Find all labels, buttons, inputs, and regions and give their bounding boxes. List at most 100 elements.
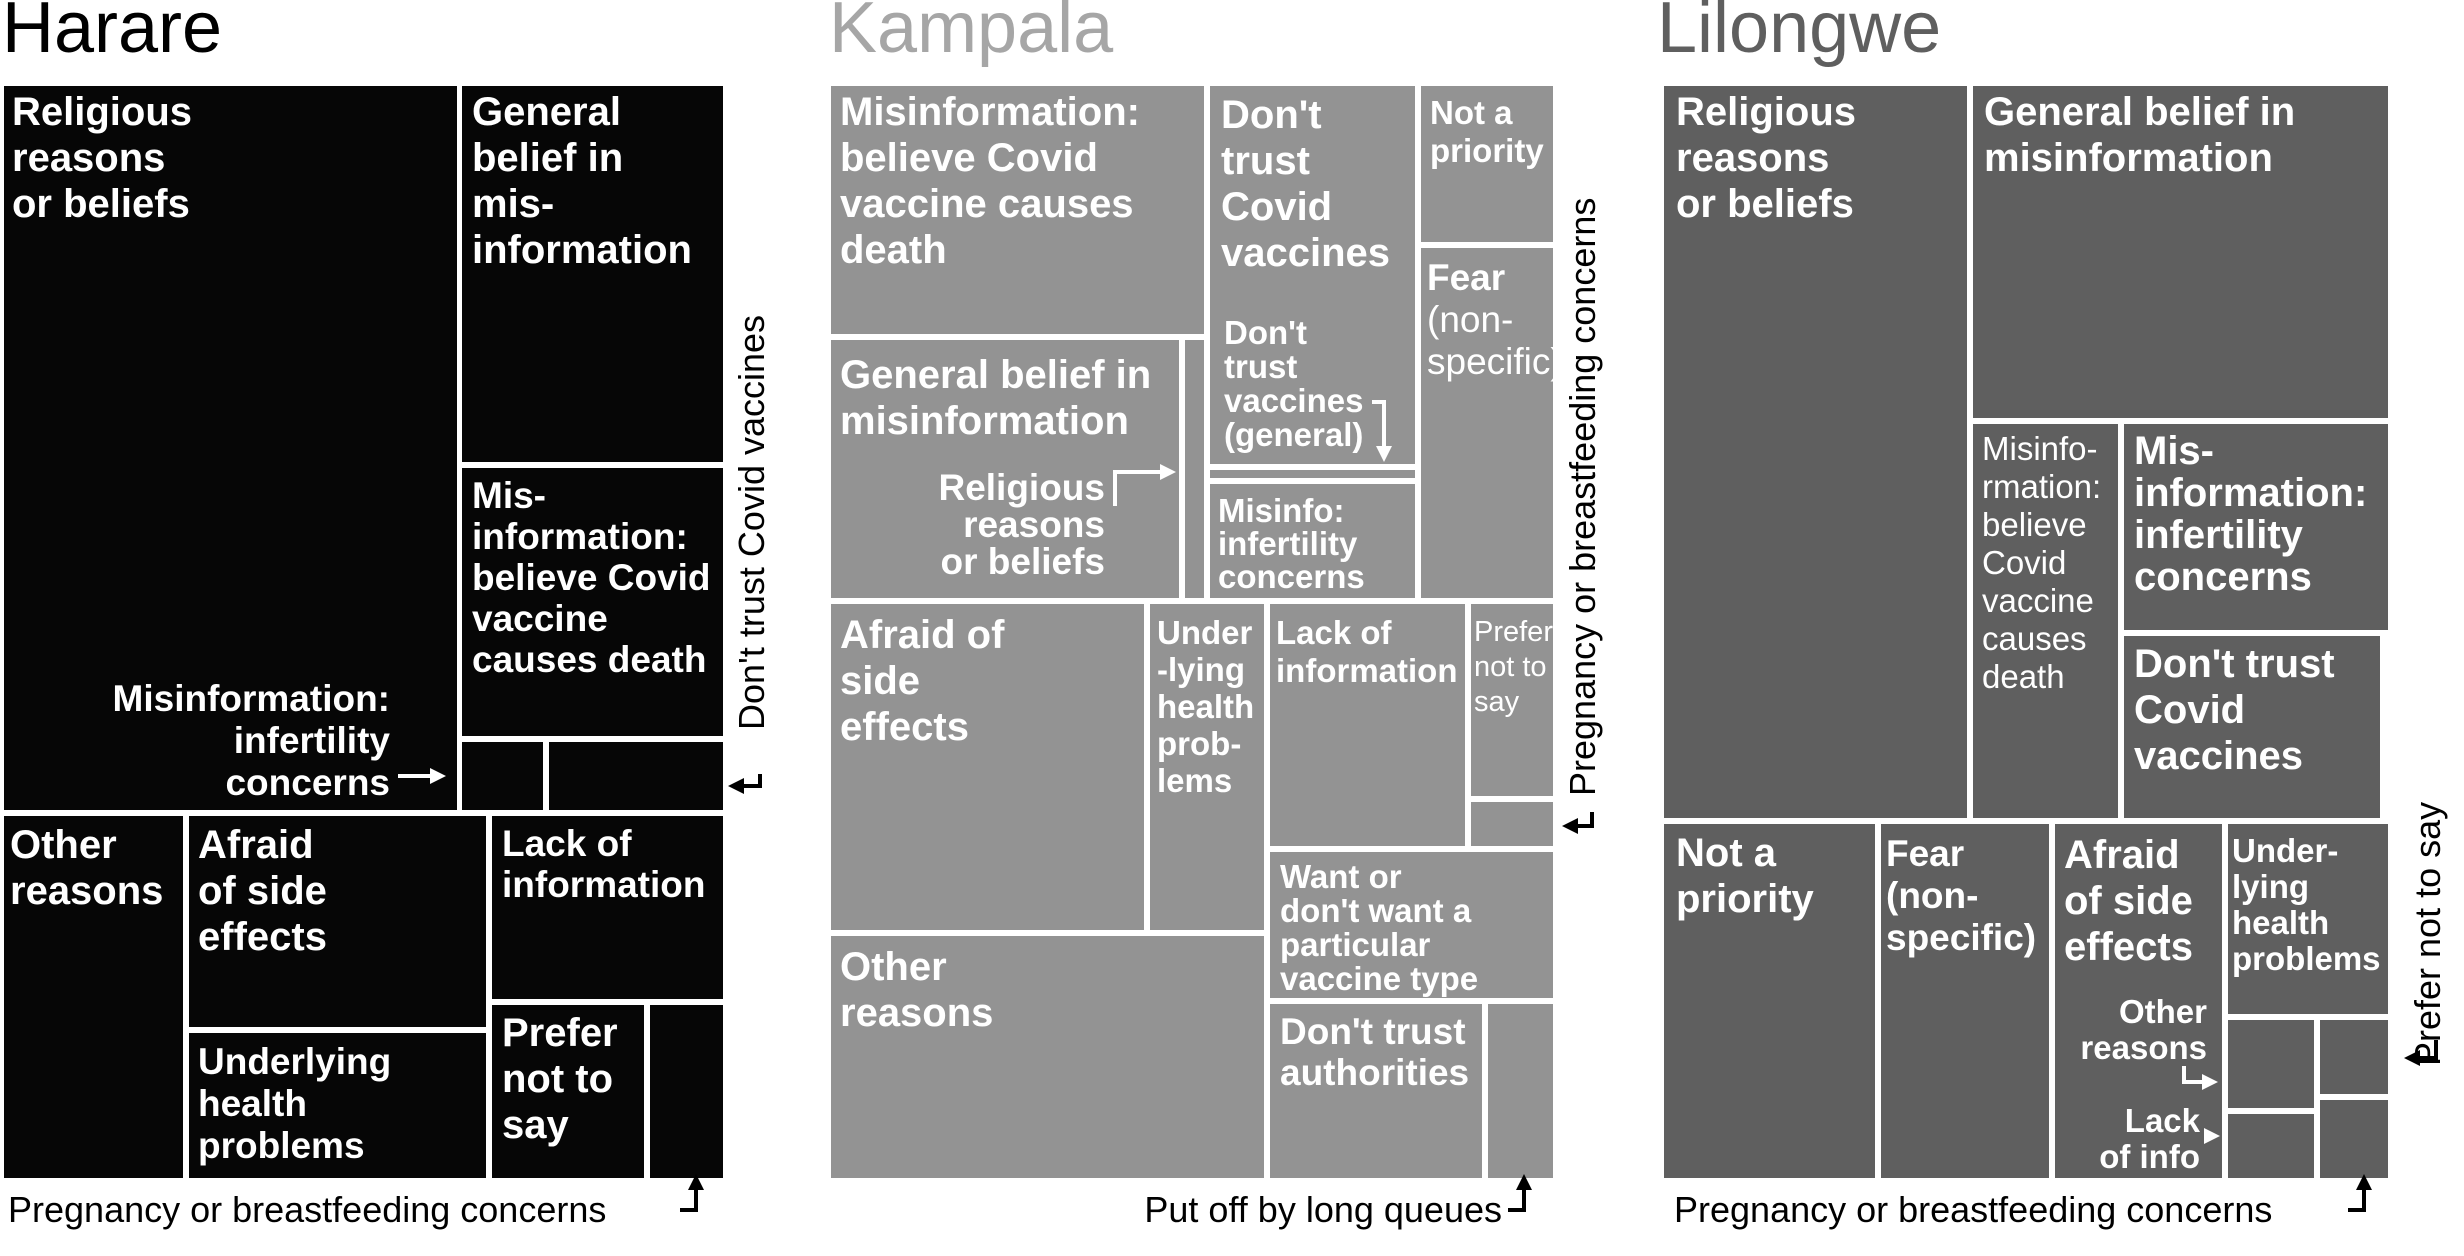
cell-misinformation-believe-covid-vaccine-causes-death — [831, 86, 1204, 334]
cell-prefer-not-to-say — [2320, 1020, 2388, 1094]
label-prefer-not-to-say: Prefer not to say — [502, 1011, 618, 1147]
label-religious-reasons-or-beliefs: Religious reasons or beliefs — [1676, 90, 1856, 226]
label-fear-non-specific: Fear (non-specific) — [1886, 833, 2036, 958]
cell-prefer-not-to-say — [1471, 604, 1553, 796]
cell-don-t-trust-authorities — [1270, 1004, 1482, 1178]
cell-other-reasons — [2228, 1020, 2314, 1108]
label-general-belief-in-misinformation: General belief in misinformation — [840, 353, 1151, 443]
cell-under-lying-health-problems — [2228, 824, 2388, 1014]
cell-don-t-trust-covid-vaccines — [2124, 636, 2380, 818]
arrow-infertility-icon — [398, 768, 446, 784]
arrow-dont-trust-icon — [728, 774, 762, 794]
cell-fear-non-specific — [1421, 248, 1553, 598]
cell-lack-of-information — [1270, 604, 1465, 846]
label-under-lying-health-problems: Under-lying health problems — [2232, 832, 2381, 977]
label-general-belief-in-mis-information: General belief in mis-information — [472, 90, 692, 272]
panel-title-harare: Harare — [2, 0, 222, 68]
cell-pregnancy-or-breastfeeding-concerns — [650, 1005, 723, 1178]
rotated-label-don-t-trust-covid-vaccines: Don't trust Covid vaccines — [731, 315, 772, 730]
bottom-label-put-off-by-long-queues: Put off by long queues — [1144, 1189, 1502, 1230]
cell-mis-information-infertility-concerns — [2124, 424, 2388, 630]
rotated-label-prefer-not-to-say: Prefer not to say — [2407, 802, 2448, 1066]
label-lack-of-information: Lack of information — [502, 823, 705, 905]
label-afraid-of-side-effects: Afraid of side effects — [2064, 833, 2193, 969]
cell-not-a-priority — [1421, 86, 1553, 242]
arrow-pregnancy-kampala-icon — [1562, 812, 1594, 834]
arrow-pregnancy-icon — [680, 1174, 704, 1212]
cell-afraid-of-side-effects — [189, 816, 486, 1027]
cell-religious-reasons-or-beliefs — [1664, 86, 1967, 818]
label-don-t-trust-covid-vaccines: Don't trust Covid vaccines — [1221, 93, 1390, 275]
cell-afraid-of-side-effects — [2055, 824, 2222, 1178]
cell-religious-reasons-or-beliefs — [1185, 340, 1204, 598]
label-lack-of-info: Lack of info — [2099, 1102, 2200, 1175]
panel-title-kampala: Kampala — [829, 0, 1114, 68]
lilongwe-panel: Lilongwe Religious reasons or beliefs Genera… — [1657, 0, 2448, 1230]
cell-afraid-of-side-effects — [831, 604, 1144, 930]
label-under-lying-health-prob-lems: Under -lying health prob-lems — [1157, 614, 1254, 799]
label-not-a-priority: Not a priority — [1676, 831, 1815, 921]
label-prefer-not-to-say: Prefer not to say — [1474, 616, 1553, 718]
cell-put-off-by-long-queues — [1488, 1004, 1553, 1178]
label-afraid-of-side-effects: Afraid of side effects — [840, 613, 1005, 749]
label-not-a-priority: Not a priority — [1430, 94, 1544, 169]
label-religious-reasons-or-beliefs: Religious reasons or beliefs — [12, 90, 192, 226]
cell-underlying-health-problems — [189, 1033, 486, 1178]
arrow-religious-icon — [1113, 464, 1176, 506]
rotated-label-pregnancy-or-breastfeeding-concerns: Pregnancy or breastfeeding concerns — [1562, 198, 1603, 796]
cell-don-t-trust-vaccines-general — [1210, 470, 1415, 478]
label-misinformation-believe-covid-vaccine-causes-death: Misinformation: believe Covid vaccine caus… — [840, 90, 1140, 272]
bottom-label-pregnancy-or-breastfeeding-concerns: Pregnancy or breastfeeding concerns — [1674, 1189, 2272, 1230]
cell-general-belief-in-misinformation — [831, 340, 1179, 598]
cell-general-belief-in-mis-information — [462, 86, 723, 462]
label-general-belief-in-misinformation: General belief in misinformation — [1984, 90, 2295, 180]
cell-lack-of-information — [492, 816, 723, 999]
cell-lack-of-info — [2228, 1114, 2314, 1178]
label-religious-reasons-or-beliefs: Religious reasons or beliefs — [938, 467, 1105, 582]
panel-title-lilongwe: Lilongwe — [1657, 0, 1941, 68]
cell-not-a-priority — [1664, 824, 1875, 1178]
cell-want-or-don-t-want-a-particular-vaccine-type — [1270, 852, 1553, 998]
label-afraid-of-side-effects: Afraid of side effects — [198, 823, 327, 959]
cell-other-reasons — [831, 936, 1264, 1178]
arrow-vaccines-general-icon — [1372, 400, 1392, 462]
cell-religious-reasons-or-beliefs — [4, 86, 457, 810]
label-underlying-health-problems: Underlying health problems — [198, 1041, 391, 1166]
cell-pregnancy-or-breastfeeding-concerns — [1471, 802, 1553, 846]
arrow-pregnancy-lilongwe-icon — [2348, 1174, 2372, 1212]
cell-prefer-not-to-say — [492, 1005, 644, 1178]
label-misinfo-infertility-concerns: Misinfo: infertility concerns — [1218, 492, 1365, 595]
harare-panel: Harare Religious reasons or beliefs General b… — [2, 0, 772, 1230]
label-other-reasons: Other reasons — [840, 945, 993, 1035]
arrow-lack-info-icon — [2204, 1128, 2220, 1144]
cell-misinfo-infertility-concerns — [1210, 484, 1415, 598]
cell-misinfo-rmation-believe-covid-vaccine-causes-death — [1973, 424, 2118, 818]
label-lack-of-information: Lack of information — [1276, 614, 1457, 689]
arrow-queues-icon — [1508, 1174, 1532, 1212]
cell-pregnancy-or-breastfeeding-concerns — [2320, 1100, 2388, 1178]
label-mis-information-believe-covid-vaccine-causes-death: Mis-information: believe Covid vaccine caus… — [472, 475, 711, 680]
label-don-t-trust-authorities: Don't trust authorities — [1280, 1011, 1469, 1093]
label-want-or-don-t-want-a-particular-vaccine-type: Want or don't want a particular vaccine typ… — [1280, 858, 1478, 997]
label-mis-information-infertility-concerns: Mis-information: infertility concerns — [2134, 429, 2367, 599]
cell-don-t-trust-covid-vaccines — [549, 742, 723, 810]
cell-misinformation-infertility-concerns — [462, 742, 543, 810]
cell-other-reasons — [4, 816, 183, 1178]
label-misinfo-rmation-believe-covid-vaccine-causes-death: Misinfo-rmation: believe Covid vaccine cause… — [1982, 430, 2101, 695]
cell-general-belief-in-misinformation — [1973, 86, 2388, 418]
label-don-t-trust-covid-vaccines: Don't trust Covid vaccines — [2134, 642, 2335, 778]
cell-fear-non-specific — [1881, 824, 2049, 1178]
kampala-panel: Kampala Misinformation: believe Covid vacci… — [829, 0, 1603, 1230]
label-misinformation-infertility-concerns: Misinformation: infertility concerns — [113, 678, 391, 803]
bottom-label-pregnancy-or-breastfeeding-concerns: Pregnancy or breastfeeding concerns — [8, 1189, 606, 1230]
cell-mis-information-believe-covid-vaccine-causes-death — [462, 468, 723, 736]
cell-under-lying-health-prob-lems — [1150, 604, 1264, 930]
label-fear-non-specific: Fear (non-specific) — [1427, 257, 1563, 382]
arrow-other-reasons-icon — [2182, 1066, 2218, 1090]
label-don-t-trust-vaccines-general: Don't trust vaccines (general) — [1224, 314, 1363, 453]
label-other-reasons: Other reasons — [2080, 993, 2207, 1066]
label-other-reasons: Other reasons — [10, 823, 163, 913]
arrow-prefer-not-icon — [2404, 1040, 2438, 1066]
